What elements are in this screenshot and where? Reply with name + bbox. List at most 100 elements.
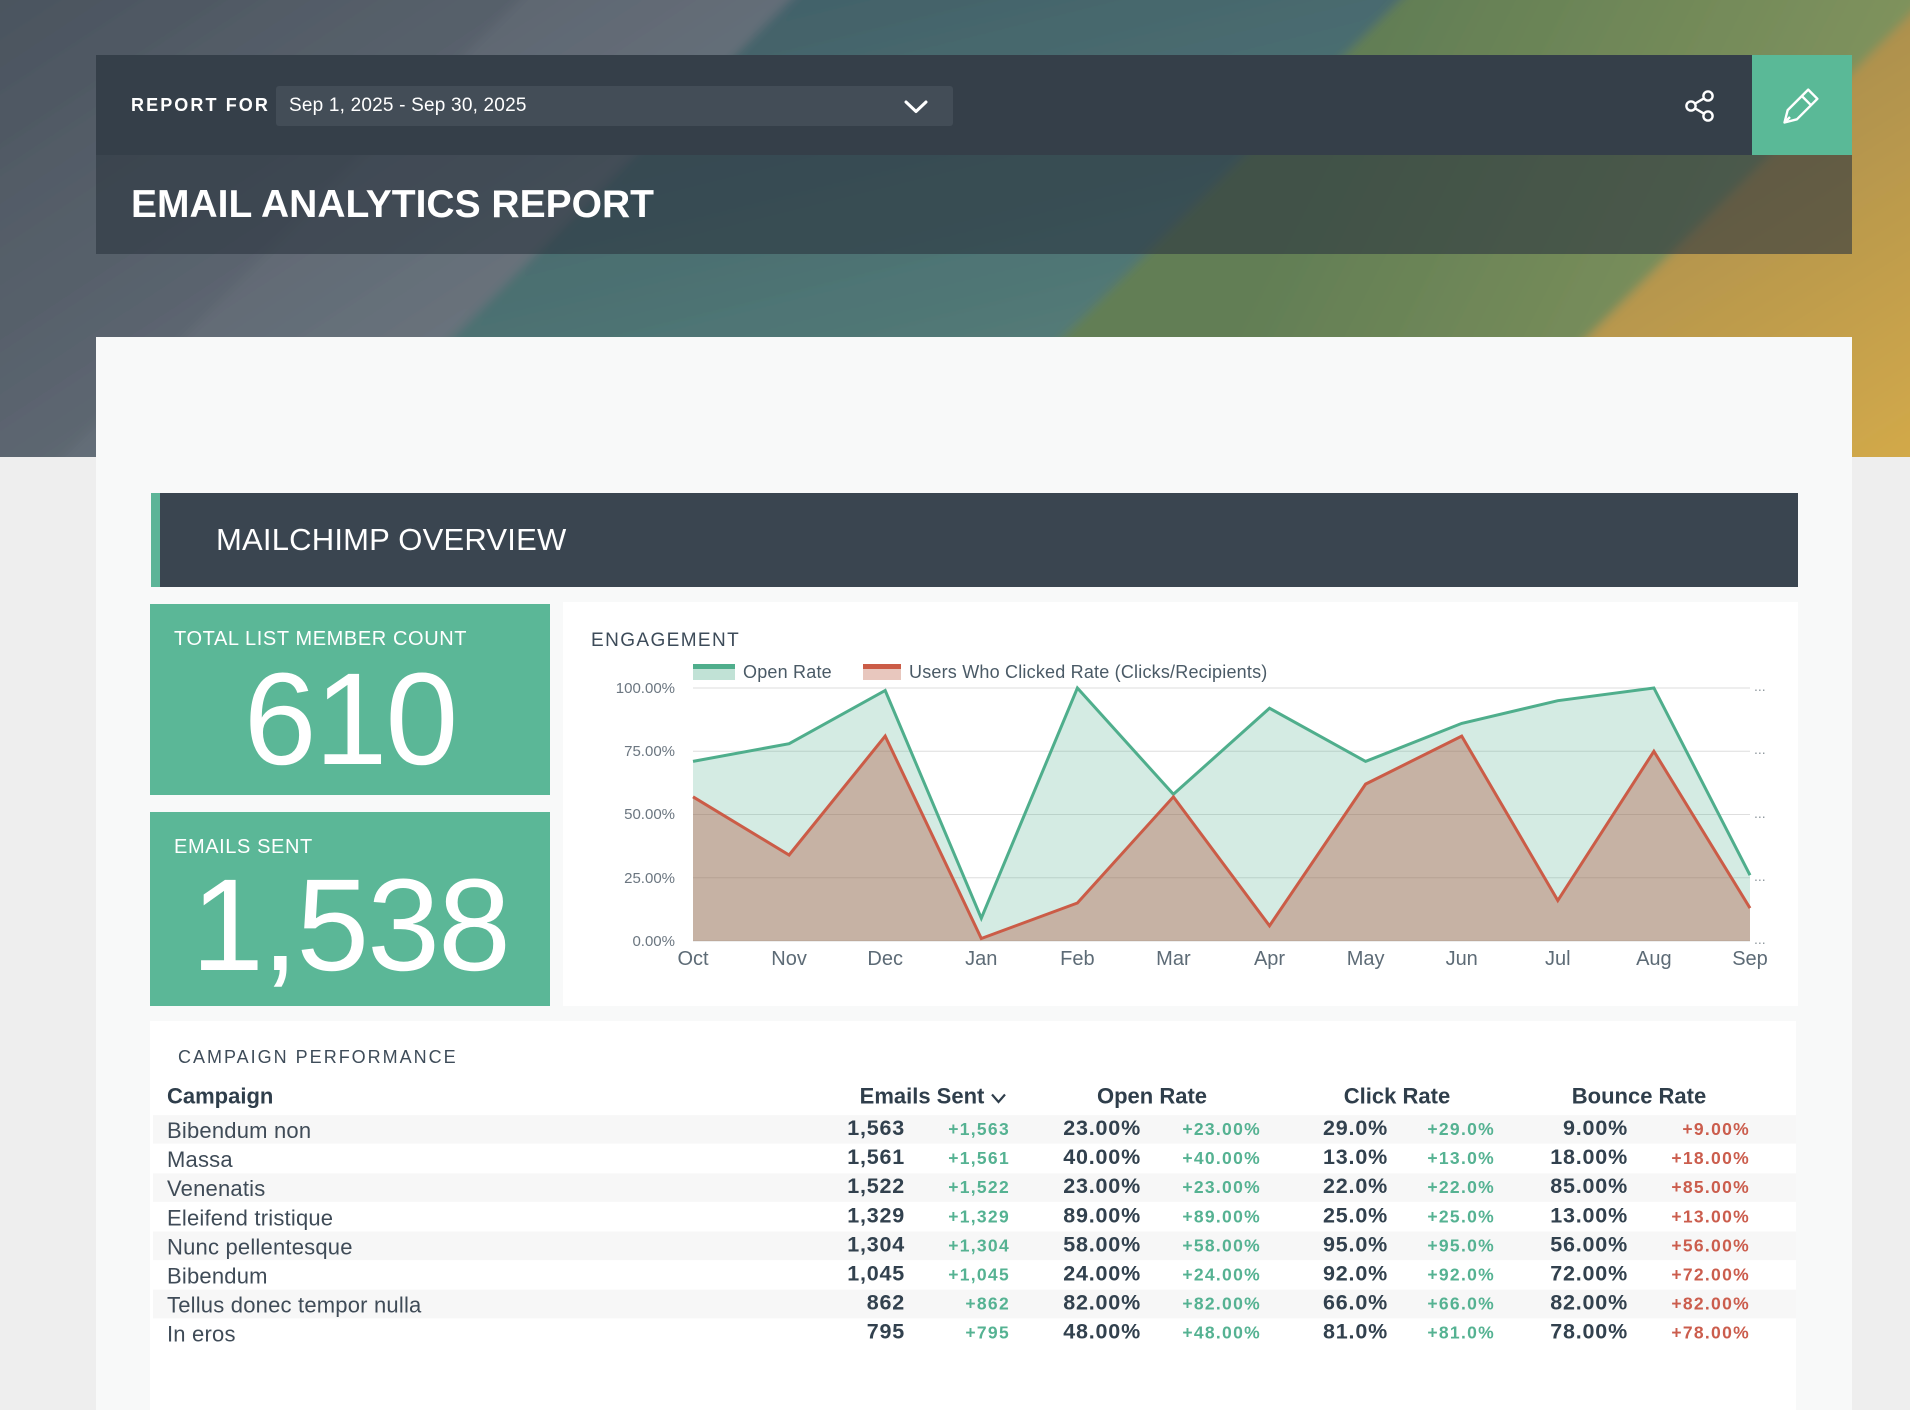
svg-text:0.00%: 0.00% (632, 933, 675, 950)
svg-text:...: ... (1754, 868, 1766, 884)
svg-text:18.00%: 18.00% (1550, 1145, 1628, 1169)
svg-text:72.00%: 72.00% (1550, 1262, 1628, 1286)
svg-text:+1,563: +1,563 (948, 1119, 1010, 1139)
svg-text:+1,045: +1,045 (948, 1265, 1010, 1285)
svg-text:+862: +862 (965, 1294, 1010, 1314)
svg-text:25.00%: 25.00% (624, 870, 675, 887)
svg-text:Bibendum: Bibendum (167, 1264, 268, 1289)
svg-text:81.0%: 81.0% (1323, 1320, 1388, 1344)
svg-text:+795: +795 (965, 1323, 1010, 1343)
svg-text:+82.00%: +82.00% (1182, 1294, 1261, 1314)
svg-text:Eleifend tristique: Eleifend tristique (167, 1205, 333, 1230)
svg-text:Jan: Jan (965, 948, 997, 970)
svg-text:Users Who Clicked Rate (Clicks: Users Who Clicked Rate (Clicks/Recipient… (909, 662, 1268, 682)
svg-text:+58.00%: +58.00% (1182, 1235, 1261, 1255)
svg-text:Aug: Aug (1636, 948, 1672, 970)
svg-text:In eros: In eros (167, 1322, 236, 1347)
svg-text:+56.00%: +56.00% (1671, 1235, 1750, 1255)
svg-text:100.00%: 100.00% (616, 680, 675, 697)
svg-text:795: 795 (867, 1320, 905, 1344)
svg-text:+23.00%: +23.00% (1182, 1119, 1261, 1139)
svg-text:Sep: Sep (1732, 948, 1768, 970)
svg-text:May: May (1347, 948, 1385, 970)
svg-text:+82.00%: +82.00% (1671, 1294, 1750, 1314)
svg-text:Tellus donec tempor nulla: Tellus donec tempor nulla (167, 1293, 422, 1318)
svg-text:Massa: Massa (167, 1147, 233, 1172)
svg-text:+29.0%: +29.0% (1427, 1119, 1495, 1139)
svg-text:+1,522: +1,522 (948, 1177, 1010, 1197)
svg-text:56.00%: 56.00% (1550, 1232, 1628, 1256)
svg-text:40.00%: 40.00% (1063, 1145, 1141, 1169)
svg-text:1,561: 1,561 (847, 1145, 905, 1169)
svg-text:13.0%: 13.0% (1323, 1145, 1388, 1169)
svg-text:+18.00%: +18.00% (1671, 1148, 1750, 1168)
svg-text:+1,561: +1,561 (948, 1148, 1010, 1168)
svg-text:89.00%: 89.00% (1063, 1203, 1141, 1227)
svg-text:+9.00%: +9.00% (1682, 1119, 1750, 1139)
svg-text:Nov: Nov (771, 948, 807, 970)
svg-text:23.00%: 23.00% (1063, 1174, 1141, 1198)
svg-text:1,329: 1,329 (847, 1203, 905, 1227)
svg-text:+40.00%: +40.00% (1182, 1148, 1261, 1168)
svg-text:+66.0%: +66.0% (1427, 1294, 1495, 1314)
svg-text:Venenatis: Venenatis (167, 1176, 265, 1201)
svg-text:+1,304: +1,304 (948, 1235, 1010, 1255)
svg-text:+13.0%: +13.0% (1427, 1148, 1495, 1168)
svg-text:Emails Sent: Emails Sent (860, 1084, 985, 1109)
svg-text:...: ... (1754, 678, 1766, 694)
svg-text:82.00%: 82.00% (1063, 1291, 1141, 1315)
svg-text:66.0%: 66.0% (1323, 1291, 1388, 1315)
svg-text:+78.00%: +78.00% (1671, 1323, 1750, 1343)
svg-text:Jun: Jun (1446, 948, 1478, 970)
svg-text:29.0%: 29.0% (1323, 1116, 1388, 1140)
svg-text:92.0%: 92.0% (1323, 1262, 1388, 1286)
svg-text:+25.0%: +25.0% (1427, 1206, 1495, 1226)
svg-text:24.00%: 24.00% (1063, 1262, 1141, 1286)
svg-text:82.00%: 82.00% (1550, 1291, 1628, 1315)
svg-text:+81.0%: +81.0% (1427, 1323, 1495, 1343)
svg-text:Jul: Jul (1545, 948, 1571, 970)
svg-text:+24.00%: +24.00% (1182, 1265, 1261, 1285)
svg-text:13.00%: 13.00% (1550, 1203, 1628, 1227)
svg-text:Bibendum non: Bibendum non (167, 1118, 311, 1143)
svg-text:23.00%: 23.00% (1063, 1116, 1141, 1140)
svg-text:Open Rate: Open Rate (743, 662, 832, 682)
svg-text:Bounce Rate: Bounce Rate (1572, 1084, 1706, 1109)
svg-text:862: 862 (867, 1291, 905, 1315)
svg-text:+89.00%: +89.00% (1182, 1206, 1261, 1226)
svg-text:95.0%: 95.0% (1323, 1232, 1388, 1256)
svg-text:+92.0%: +92.0% (1427, 1265, 1495, 1285)
svg-text:Feb: Feb (1060, 948, 1094, 970)
svg-text:48.00%: 48.00% (1063, 1320, 1141, 1344)
svg-text:+95.0%: +95.0% (1427, 1235, 1495, 1255)
svg-text:Apr: Apr (1254, 948, 1285, 970)
svg-text:85.00%: 85.00% (1550, 1174, 1628, 1198)
svg-text:Mar: Mar (1156, 948, 1191, 970)
svg-text:78.00%: 78.00% (1550, 1320, 1628, 1344)
svg-text:58.00%: 58.00% (1063, 1232, 1141, 1256)
svg-text:Open Rate: Open Rate (1097, 1084, 1207, 1109)
svg-text:+13.00%: +13.00% (1671, 1206, 1750, 1226)
svg-text:+48.00%: +48.00% (1182, 1323, 1261, 1343)
svg-text:+1,329: +1,329 (948, 1206, 1010, 1226)
svg-text:9.00%: 9.00% (1563, 1116, 1628, 1140)
svg-text:Nunc pellentesque: Nunc pellentesque (167, 1234, 353, 1259)
svg-text:+22.0%: +22.0% (1427, 1177, 1495, 1197)
svg-text:1,522: 1,522 (847, 1174, 905, 1198)
svg-text:+72.00%: +72.00% (1671, 1265, 1750, 1285)
svg-text:...: ... (1754, 805, 1766, 821)
svg-text:22.0%: 22.0% (1323, 1174, 1388, 1198)
svg-text:50.00%: 50.00% (624, 806, 675, 823)
svg-text:...: ... (1754, 931, 1766, 947)
svg-text:+85.00%: +85.00% (1671, 1177, 1750, 1197)
svg-text:1,563: 1,563 (847, 1116, 905, 1140)
svg-text:1,045: 1,045 (847, 1262, 905, 1286)
svg-text:25.0%: 25.0% (1323, 1203, 1388, 1227)
svg-text:+23.00%: +23.00% (1182, 1177, 1261, 1197)
svg-text:Dec: Dec (867, 948, 903, 970)
svg-text:1,304: 1,304 (847, 1232, 905, 1256)
svg-text:Campaign: Campaign (167, 1084, 273, 1109)
svg-text:Click Rate: Click Rate (1344, 1084, 1450, 1109)
svg-text:75.00%: 75.00% (624, 743, 675, 760)
svg-text:Oct: Oct (677, 948, 709, 970)
